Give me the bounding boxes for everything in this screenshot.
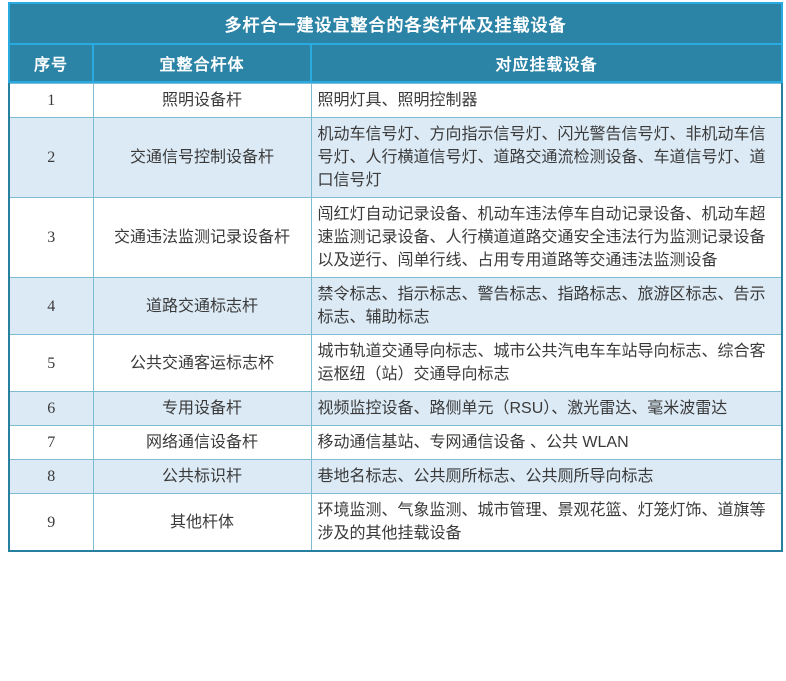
table-body-grid: 1 照明设备杆 照明灯具、照明控制器 2 交通信号控制设备杆 机动车信号灯、方向指示信号灯…	[8, 83, 783, 552]
cell-pole-type: 公共标识杆	[92, 459, 312, 494]
cell-pole-type: 交通违法监测记录设备杆	[92, 197, 312, 278]
table-row: 9 其他杆体 环境监测、气象监测、城市管理、景观花篮、灯笼灯饰、道旗等涉及的其他挂载…	[8, 493, 783, 552]
table-title: 多杆合一建设宜整合的各类杆体及挂载设备	[10, 4, 781, 45]
cell-pole-type: 其他杆体	[92, 493, 312, 552]
cell-row-number: 8	[8, 459, 94, 494]
cell-mounted-devices: 巷地名标志、公共厕所标志、公共厕所导向标志	[310, 459, 783, 494]
cell-pole-type: 照明设备杆	[92, 83, 312, 118]
table-row: 4 道路交通标志杆 禁令标志、指示标志、警告标志、指路标志、旅游区标志、告示标志、辅…	[8, 277, 783, 335]
column-header-no: 序号	[10, 45, 94, 81]
integration-table: 多杆合一建设宜整合的各类杆体及挂载设备 序号 宜整合杆体 对应挂载设备 1 照明设…	[8, 2, 783, 552]
table-row: 2 交通信号控制设备杆 机动车信号灯、方向指示信号灯、闪光警告信号灯、非机动车信号灯…	[8, 117, 783, 198]
table-row: 7 网络通信设备杆 移动通信基站、专网通信设备 、公共 WLAN	[8, 425, 783, 460]
table-row: 1 照明设备杆 照明灯具、照明控制器	[8, 83, 783, 118]
cell-mounted-devices: 闯红灯自动记录设备、机动车违法停车自动记录设备、机动车超速监测记录设备、人行横道…	[310, 197, 783, 278]
cell-row-number: 9	[8, 493, 94, 552]
cell-pole-type: 专用设备杆	[92, 391, 312, 426]
column-header-row: 序号 宜整合杆体 对应挂载设备	[10, 45, 781, 81]
column-header-devices: 对应挂载设备	[495, 57, 598, 74]
cell-pole-type: 公共交通客运标志杯	[92, 334, 312, 392]
table-row: 5 公共交通客运标志杯 城市轨道交通导向标志、城市公共汽电车车站导向标志、综合客运枢…	[8, 334, 783, 392]
cell-mounted-devices: 机动车信号灯、方向指示信号灯、闪光警告信号灯、非机动车信号灯、人行横道信号灯、道…	[310, 117, 783, 198]
column-header-pole: 宜整合杆体	[94, 45, 312, 81]
table-row: 3 交通违法监测记录设备杆 闯红灯自动记录设备、机动车违法停车自动记录设备、机动车超…	[8, 197, 783, 278]
cell-mounted-devices: 禁令标志、指示标志、警告标志、指路标志、旅游区标志、告示标志、辅助标志	[310, 277, 783, 335]
cell-pole-type: 网络通信设备杆	[92, 425, 312, 460]
cell-row-number: 4	[8, 277, 94, 335]
table-body: 1 照明设备杆 照明灯具、照明控制器 2 交通信号控制设备杆 机动车信号灯、方向指示信号灯…	[8, 83, 783, 552]
cell-mounted-devices: 城市轨道交通导向标志、城市公共汽电车车站导向标志、综合客运枢纽（站）交通导向标志	[310, 334, 783, 392]
cell-row-number: 1	[8, 83, 94, 118]
cell-mounted-devices: 移动通信基站、专网通信设备 、公共 WLAN	[310, 425, 783, 460]
table-header-block: 多杆合一建设宜整合的各类杆体及挂载设备 序号 宜整合杆体 对应挂载设备	[8, 2, 783, 83]
cell-row-number: 2	[8, 117, 94, 198]
table-row: 6 专用设备杆 视频监控设备、路侧单元（RSU）、激光雷达、毫米波雷达	[8, 391, 783, 426]
table-row: 8 公共标识杆 巷地名标志、公共厕所标志、公共厕所导向标志	[8, 459, 783, 494]
cell-row-number: 3	[8, 197, 94, 278]
cell-row-number: 7	[8, 425, 94, 460]
cell-mounted-devices: 视频监控设备、路侧单元（RSU）、激光雷达、毫米波雷达	[310, 391, 783, 426]
cell-pole-type: 道路交通标志杆	[92, 277, 312, 335]
cell-row-number: 5	[8, 334, 94, 392]
cell-pole-type: 交通信号控制设备杆	[92, 117, 312, 198]
cell-mounted-devices: 环境监测、气象监测、城市管理、景观花篮、灯笼灯饰、道旗等涉及的其他挂载设备	[310, 493, 783, 552]
cell-row-number: 6	[8, 391, 94, 426]
cell-mounted-devices: 照明灯具、照明控制器	[310, 83, 783, 118]
